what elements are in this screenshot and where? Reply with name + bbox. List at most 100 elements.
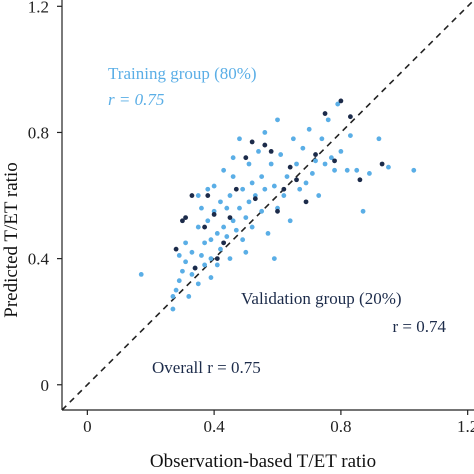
validation-point xyxy=(357,177,363,183)
validation-point xyxy=(214,256,220,262)
training-point xyxy=(271,256,277,262)
training-point xyxy=(271,183,277,189)
training-point xyxy=(313,158,318,164)
training-point xyxy=(170,294,176,299)
validation-point xyxy=(249,139,255,145)
training-point xyxy=(256,148,261,154)
training-point xyxy=(199,205,204,211)
training-point xyxy=(309,171,315,176)
training-point xyxy=(208,237,214,243)
training-point xyxy=(265,230,271,236)
reference-line-layer xyxy=(61,0,474,411)
training-point xyxy=(259,174,265,180)
training-point xyxy=(202,262,208,268)
validation-point xyxy=(189,193,195,198)
training-point xyxy=(195,224,201,230)
x-tick-label: 0 xyxy=(83,417,92,436)
y-tick-label: 0.4 xyxy=(28,250,50,269)
training-point xyxy=(246,199,252,205)
training-point xyxy=(243,249,249,255)
training-point xyxy=(138,271,144,277)
training-point xyxy=(246,161,252,167)
validation-point xyxy=(205,193,211,198)
x-tick-label: 0.4 xyxy=(203,417,225,436)
x-tick-label: 0.8 xyxy=(330,417,351,436)
training-point xyxy=(284,174,290,180)
training-point xyxy=(306,126,312,132)
training-point xyxy=(386,164,391,170)
validation-point xyxy=(348,114,353,120)
validation-point xyxy=(281,186,287,192)
y-axis-title: Predicted T/ET ratio xyxy=(1,162,22,317)
validation-point xyxy=(294,177,299,183)
training-point xyxy=(237,205,242,211)
training-point xyxy=(233,227,239,233)
training-point xyxy=(249,180,255,186)
training-point xyxy=(294,161,299,167)
training-point xyxy=(240,186,246,192)
y-tick-label: 1.2 xyxy=(28,0,49,16)
training-point xyxy=(189,271,195,277)
training-point xyxy=(221,224,227,230)
validation-point xyxy=(180,218,185,224)
training-point xyxy=(221,167,227,173)
validation-point xyxy=(332,158,337,164)
x-tick-label: 1.2 xyxy=(457,417,474,436)
validation-point xyxy=(287,164,293,170)
validation-point xyxy=(173,246,179,252)
training-point xyxy=(278,152,284,157)
training-point xyxy=(262,130,268,135)
training-point xyxy=(183,259,189,265)
validation-point xyxy=(252,196,258,202)
training-point xyxy=(319,136,325,142)
training-point xyxy=(230,218,236,224)
training-point xyxy=(338,148,344,154)
validation-point xyxy=(243,155,249,161)
x-axis-title: Observation-based T/ET ratio xyxy=(150,451,376,472)
training-group-label: Training group (80%) xyxy=(108,64,257,83)
validation-point xyxy=(221,240,227,246)
training-point xyxy=(259,208,265,214)
validation-point xyxy=(275,208,280,214)
training-point xyxy=(367,171,372,176)
validation-point xyxy=(268,148,274,154)
validation-point xyxy=(192,265,198,271)
training-point xyxy=(176,278,182,284)
training-point xyxy=(335,101,341,107)
training-point xyxy=(303,180,309,186)
training-point xyxy=(328,155,334,161)
training-point xyxy=(214,262,220,268)
training-point xyxy=(208,256,214,262)
training-point xyxy=(205,218,211,224)
training-point xyxy=(275,117,280,123)
validation-point xyxy=(183,215,189,221)
training-point xyxy=(249,224,255,230)
training-point xyxy=(195,281,201,287)
training-point xyxy=(287,218,293,224)
validation-point xyxy=(233,186,239,192)
training-point xyxy=(332,167,337,173)
validation-series xyxy=(173,98,385,271)
validation-group-label: Validation group (20%) xyxy=(241,289,402,308)
training-point xyxy=(243,215,249,221)
training-point xyxy=(176,253,182,258)
training-point xyxy=(300,145,306,151)
training-point xyxy=(211,183,217,189)
validation-point xyxy=(379,161,385,167)
training-point xyxy=(290,136,296,142)
training-point xyxy=(411,167,417,173)
validation-r-label: r = 0.74 xyxy=(393,317,447,336)
training-point xyxy=(354,167,360,173)
training-point xyxy=(348,133,353,139)
validation-point xyxy=(303,199,309,205)
training-point xyxy=(344,167,350,173)
axes xyxy=(57,0,474,415)
training-point xyxy=(325,117,331,123)
training-point xyxy=(240,237,246,243)
y-tick-label: 0.8 xyxy=(28,123,49,142)
validation-point xyxy=(313,152,318,157)
validation-point xyxy=(202,224,208,230)
validation-point xyxy=(322,111,328,116)
training-point xyxy=(218,199,223,205)
